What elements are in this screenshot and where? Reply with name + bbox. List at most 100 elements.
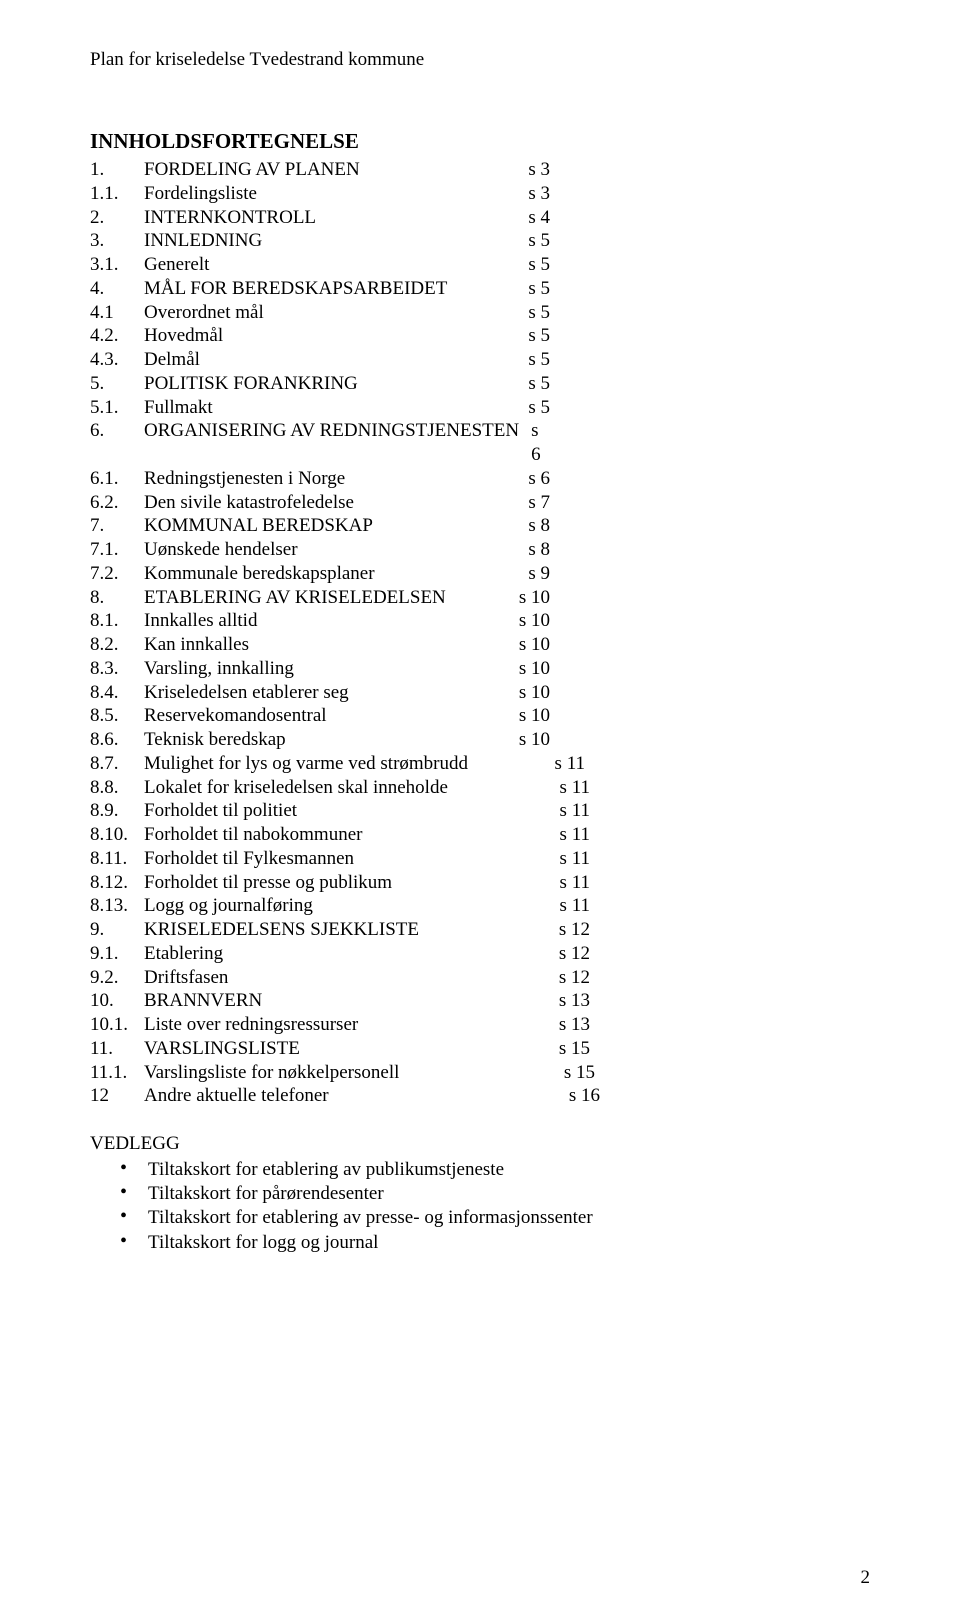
toc-num: 6.1. [90, 467, 144, 491]
toc-num: 5. [90, 372, 144, 396]
toc-row: 4.MÅL FOR BEREDSKAPSARBEIDETs 5 [90, 277, 550, 301]
toc-row: 9.2.Driftsfasens 12 [90, 966, 590, 990]
toc-page: s 12 [547, 942, 590, 966]
toc-row: 7.KOMMUNAL BEREDSKAPs 8 [90, 514, 550, 538]
toc-row: 3.1.Generelt s 5 [90, 253, 550, 277]
toc-row: 8.8.Lokalet for kriseledelsen skal inneh… [90, 776, 590, 800]
toc-label: Driftsfasen [144, 966, 228, 990]
toc-page: s 8 [516, 538, 550, 562]
toc-page: s 12 [547, 918, 590, 942]
toc-page: s 6 [519, 419, 550, 467]
toc-page: s 7 [516, 491, 550, 515]
toc-label: MÅL FOR BEREDSKAPSARBEIDET [144, 277, 447, 301]
toc-row: 8.5.Reservekomandosentrals 10 [90, 704, 550, 728]
toc-label: Logg og journalføring [144, 894, 313, 918]
toc-page: s 11 [543, 752, 585, 776]
toc-num: 6. [90, 419, 144, 443]
toc-page: s 13 [547, 989, 590, 1013]
toc-row: 11.1.Varslingsliste for nøkkelpersonells… [90, 1061, 595, 1085]
toc-row: 6.ORGANISERING AV REDNINGSTJENESTENs 6 [90, 419, 550, 467]
toc-num: 8.9. [90, 799, 144, 823]
toc-num: 4.2. [90, 324, 144, 348]
toc-page: s 10 [507, 681, 550, 705]
toc-page: s 5 [516, 348, 550, 372]
toc-num: 3. [90, 229, 144, 253]
toc-label: INNLEDNING [144, 229, 262, 253]
toc-row: 12Andre aktuelle telefoners 16 [90, 1084, 600, 1108]
toc-label: FORDELING AV PLANEN [144, 158, 360, 182]
toc-label: Kommunale beredskapsplaner [144, 562, 375, 586]
toc-row: 8.12.Forholdet til presse og publikums 1… [90, 871, 590, 895]
toc-label: Innkalles alltid [144, 609, 257, 633]
toc-num: 4.1 [90, 301, 144, 325]
toc-page: s 5 [516, 277, 550, 301]
toc-row: 7.1.Uønskede hendelsers 8 [90, 538, 550, 562]
toc-page: s 15 [547, 1037, 590, 1061]
toc-label: Uønskede hendelser [144, 538, 298, 562]
toc-row: 8.4.Kriseledelsen etablerer segs 10 [90, 681, 550, 705]
toc-row: 1.FORDELING AV PLANENs 3 [90, 158, 550, 182]
toc-page: s 11 [548, 823, 590, 847]
toc-label: Fullmakt [144, 396, 213, 420]
toc-row: 6.2.Den sivile katastrofeledelse s 7 [90, 491, 550, 515]
toc-page: s 3 [516, 182, 550, 206]
toc-num: 11.1. [90, 1061, 144, 1085]
toc-num: 8.3. [90, 657, 144, 681]
toc-num: 3.1. [90, 253, 144, 277]
toc-num: 7.2. [90, 562, 144, 586]
toc-label: Hovedmål [144, 324, 223, 348]
toc-num: 9.1. [90, 942, 144, 966]
toc-row: 9.1.Etablering s 12 [90, 942, 590, 966]
toc-label: Generelt [144, 253, 209, 277]
toc-num: 10. [90, 989, 144, 1013]
toc-num: 8.8. [90, 776, 144, 800]
toc-page: s 11 [548, 799, 590, 823]
toc-row: 10.BRANNVERNs 13 [90, 989, 590, 1013]
toc-label: Overordnet mål [144, 301, 264, 325]
toc-num: 9. [90, 918, 144, 942]
toc-num: 8.1. [90, 609, 144, 633]
toc-page: s 5 [516, 253, 550, 277]
toc-page: s 13 [547, 1013, 590, 1037]
toc-row: 8.2.Kan innkalless 10 [90, 633, 550, 657]
toc-page: s 5 [516, 324, 550, 348]
appendix-item: Tiltakskort for etablering av presse- og… [120, 1206, 870, 1230]
toc-label: INTERNKONTROLL [144, 206, 316, 230]
toc-row: 8.10.Forholdet til nabokommuner s 11 [90, 823, 590, 847]
toc-row: 8.ETABLERING AV KRISELEDELSENs 10 [90, 586, 550, 610]
toc-num: 8.5. [90, 704, 144, 728]
toc-label: Etablering [144, 942, 223, 966]
toc-page: s 15 [552, 1061, 595, 1085]
toc-row: 4.1Overordnet mål s 5 [90, 301, 550, 325]
appendix-heading: VEDLEGG [90, 1132, 870, 1156]
toc-page: s 11 [548, 894, 590, 918]
toc-num: 8.12. [90, 871, 144, 895]
toc-label: Lokalet for kriseledelsen skal inneholde [144, 776, 448, 800]
toc-label: ETABLERING AV KRISELEDELSEN [144, 586, 446, 610]
toc-page: s 5 [516, 301, 550, 325]
toc-num: 6.2. [90, 491, 144, 515]
toc-label: Forholdet til nabokommuner [144, 823, 362, 847]
toc-page: s 3 [516, 158, 550, 182]
toc-label: Kriseledelsen etablerer seg [144, 681, 349, 705]
toc-label: ORGANISERING AV REDNINGSTJENESTEN [144, 419, 519, 443]
toc-page: s 11 [548, 776, 590, 800]
toc-num: 8.2. [90, 633, 144, 657]
toc-num: 11. [90, 1037, 144, 1061]
toc-page: s 10 [507, 704, 550, 728]
toc-label: Mulighet for lys og varme ved strømbrudd [144, 752, 468, 776]
toc-num: 8.10. [90, 823, 144, 847]
toc-label: Forholdet til politiet [144, 799, 297, 823]
toc-row: 5.POLITISK FORANKRINGs 5 [90, 372, 550, 396]
toc-label: Den sivile katastrofeledelse [144, 491, 354, 515]
toc-row: 8.9.Forholdet til politiet s 11 [90, 799, 590, 823]
toc-label: Andre aktuelle telefoner [144, 1084, 329, 1108]
toc-page: s 6 [516, 467, 550, 491]
toc-num: 1.1. [90, 182, 144, 206]
toc-label: Forholdet til Fylkesmannen [144, 847, 354, 871]
toc-row: 2.INTERNKONTROLLs 4 [90, 206, 550, 230]
toc-num: 12 [90, 1084, 144, 1108]
toc-row: 3.INNLEDNINGs 5 [90, 229, 550, 253]
toc-page: s 10 [507, 657, 550, 681]
toc-num: 8.11. [90, 847, 144, 871]
